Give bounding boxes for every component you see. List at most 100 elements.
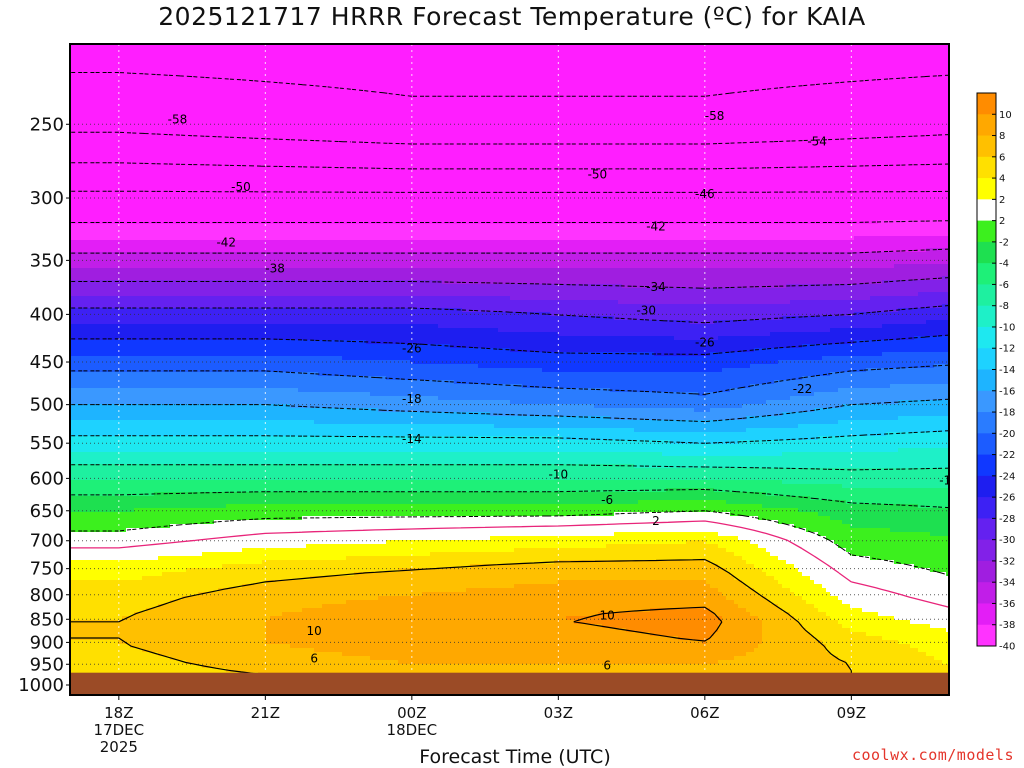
heat-cell (518, 52, 523, 57)
heat-cell (74, 60, 79, 65)
heat-cell (674, 88, 679, 93)
heat-cell (606, 84, 611, 89)
heat-cell (246, 60, 251, 65)
heat-cell (814, 52, 819, 57)
heat-cell (318, 48, 323, 53)
heat-cell (158, 56, 163, 61)
heat-cell (262, 48, 267, 53)
heat-cell (530, 68, 535, 73)
heat-cell (602, 84, 607, 89)
heat-cell (634, 64, 639, 69)
heat-cell (694, 60, 699, 65)
heat-cell (478, 56, 483, 61)
heat-cell (294, 60, 299, 65)
heat-cell (930, 64, 935, 69)
heat-cell (406, 104, 411, 109)
heat-cell (678, 84, 683, 89)
heat-cell (146, 80, 151, 85)
heat-cell (238, 72, 243, 77)
heat-cell (78, 92, 83, 97)
heat-cell (842, 112, 847, 117)
heat-cell (862, 84, 867, 89)
heat-cell (554, 52, 559, 57)
heat-cell (146, 108, 151, 113)
heat-cell (866, 56, 871, 61)
heat-cell (726, 104, 731, 109)
heat-cell (786, 64, 791, 69)
heat-cell (482, 60, 487, 65)
heat-cell (682, 60, 687, 65)
heat-cell (234, 84, 239, 89)
heat-cell (882, 108, 887, 113)
heat-cell (482, 56, 487, 61)
heat-cell (326, 100, 331, 105)
heat-cell (614, 112, 619, 117)
heat-cell (78, 52, 83, 57)
heat-cell (310, 80, 315, 85)
heat-cell (130, 48, 135, 53)
heat-cell (130, 100, 135, 105)
heat-cell (478, 52, 483, 57)
heat-cell (510, 100, 515, 105)
heat-cell (618, 104, 623, 109)
heat-cell (242, 100, 247, 105)
heat-cell (658, 52, 663, 57)
heat-cell (594, 48, 599, 53)
heat-cell (914, 64, 919, 69)
heat-cell (882, 72, 887, 77)
heat-cell (634, 72, 639, 77)
heat-cell (874, 80, 879, 85)
heat-cell (786, 72, 791, 77)
heat-cell (122, 92, 127, 97)
heat-cell (342, 72, 347, 77)
heat-cell (926, 64, 931, 69)
heat-cell (594, 100, 599, 105)
heat-cell (634, 60, 639, 65)
heat-cell (690, 88, 695, 93)
heat-cell (254, 76, 259, 81)
heat-cell (122, 100, 127, 105)
heat-cell (758, 108, 763, 113)
heat-cell (290, 64, 295, 69)
heat-cell (630, 60, 635, 65)
heat-cell (730, 100, 735, 105)
heat-cell (506, 64, 511, 69)
heat-cell (590, 100, 595, 105)
heat-cell (586, 48, 591, 53)
heat-cell (298, 60, 303, 65)
heat-cell (542, 112, 547, 117)
heat-cell (942, 88, 947, 93)
heat-cell (610, 56, 615, 61)
heat-cell (882, 88, 887, 93)
heat-cell (438, 48, 443, 53)
heat-cell (766, 108, 771, 113)
heat-cell (362, 60, 367, 65)
heat-cell (834, 88, 839, 93)
heat-cell (534, 56, 539, 61)
heat-cell (222, 112, 227, 117)
heat-cell (598, 80, 603, 85)
heat-cell (342, 112, 347, 117)
heat-cell (114, 108, 119, 113)
heat-cell (586, 60, 591, 65)
heat-cell (542, 80, 547, 85)
heat-cell (862, 96, 867, 101)
heat-cell (298, 64, 303, 69)
heat-cell (470, 48, 475, 53)
heat-cell (734, 80, 739, 85)
heat-cell (542, 88, 547, 93)
heat-cell (258, 84, 263, 89)
heat-cell (126, 112, 131, 117)
heat-cell (334, 88, 339, 93)
heat-cell (490, 84, 495, 89)
heat-cell (178, 68, 183, 73)
heat-cell (362, 52, 367, 57)
heat-cell (194, 64, 199, 69)
heat-cell (374, 84, 379, 89)
heat-cell (638, 112, 643, 117)
heat-cell (834, 92, 839, 97)
heat-cell (642, 72, 647, 77)
heat-cell (314, 80, 319, 85)
heat-cell (562, 68, 567, 73)
heat-cell (362, 56, 367, 61)
